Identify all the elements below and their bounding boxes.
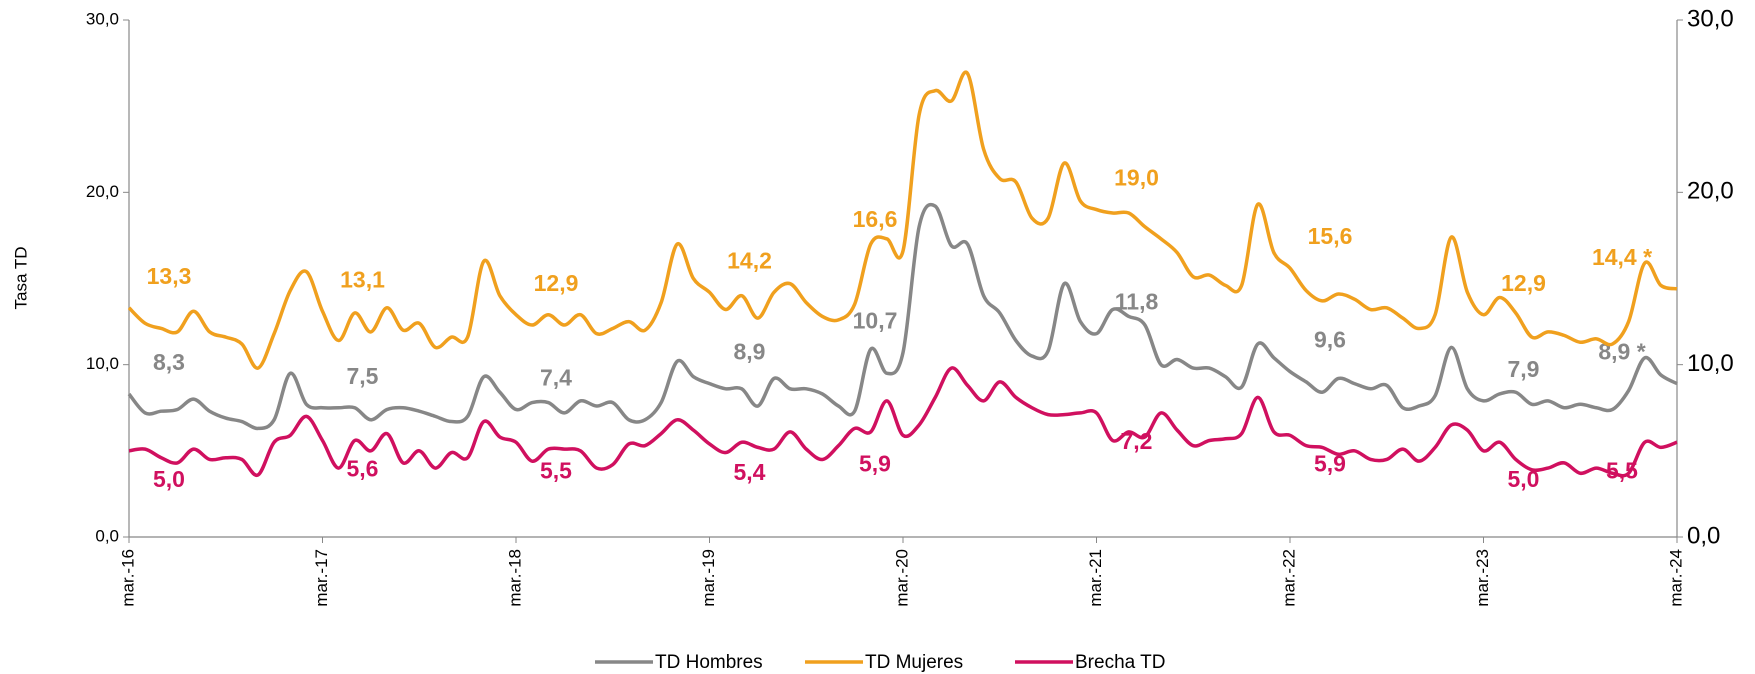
data-label: 5,6 [347, 456, 379, 482]
y2-tick-label: 0,0 [1687, 522, 1720, 549]
data-label: 5,5 [1606, 457, 1638, 483]
x-tick-label: mar.-23 [1473, 549, 1492, 607]
y-tick-label: 20,0 [86, 182, 119, 201]
data-label: 7,4 [540, 365, 572, 391]
y2-tick-label: 30,0 [1687, 5, 1734, 32]
x-tick-label: mar.-24 [1666, 549, 1685, 607]
data-label: 14,4 * [1592, 244, 1652, 270]
data-label: 13,1 [340, 266, 385, 292]
data-label: 11,8 [1115, 289, 1159, 315]
x-tick-label: mar.-21 [1086, 549, 1105, 607]
x-tick-label: mar.-18 [505, 549, 524, 607]
y2-tick-label: 20,0 [1687, 178, 1734, 205]
x-tick-label: mar.-22 [1279, 549, 1298, 607]
series-line [127, 70, 1678, 370]
data-label: 7,9 [1508, 356, 1540, 382]
data-label: 19,0 [1114, 165, 1159, 191]
data-label: 5,0 [153, 466, 185, 492]
x-tick-label: mar.-20 [892, 549, 911, 607]
data-label: 15,6 [1308, 223, 1353, 249]
legend-label: Brecha TD [1075, 652, 1165, 673]
x-tick-label: mar.-17 [312, 549, 331, 607]
data-label: 12,9 [1501, 270, 1546, 296]
series-line [128, 366, 1678, 478]
data-label: 5,9 [859, 450, 891, 476]
legend-label: TD Hombres [655, 652, 763, 673]
data-label: 5,5 [540, 457, 572, 483]
x-tick-label: mar.-19 [699, 549, 718, 607]
data-label: 16,6 [853, 206, 898, 232]
data-label: 10,7 [853, 308, 898, 334]
data-label: 5,9 [1314, 450, 1346, 476]
data-label: 5,4 [734, 459, 766, 485]
data-label: 12,9 [534, 270, 579, 296]
data-label: 7,2 [1121, 428, 1153, 454]
data-label: 5,0 [1508, 466, 1540, 492]
data-label: 8,9 [734, 339, 766, 365]
y-tick-label: 10,0 [86, 354, 119, 373]
data-label: 7,5 [347, 363, 379, 389]
data-label: 9,6 [1314, 327, 1346, 353]
y-axis-label: Tasa TD [11, 247, 30, 310]
y-tick-label: 0,0 [95, 526, 119, 545]
series-line [127, 202, 1678, 431]
legend-label: TD Mujeres [865, 652, 963, 673]
y2-tick-label: 10,0 [1687, 350, 1734, 377]
y-tick-label: 30,0 [86, 9, 119, 28]
data-label: 13,3 [147, 263, 192, 289]
x-tick-label: mar.-16 [118, 549, 137, 607]
data-label: 14,2 [727, 247, 772, 273]
data-label: 8,3 [153, 349, 185, 375]
